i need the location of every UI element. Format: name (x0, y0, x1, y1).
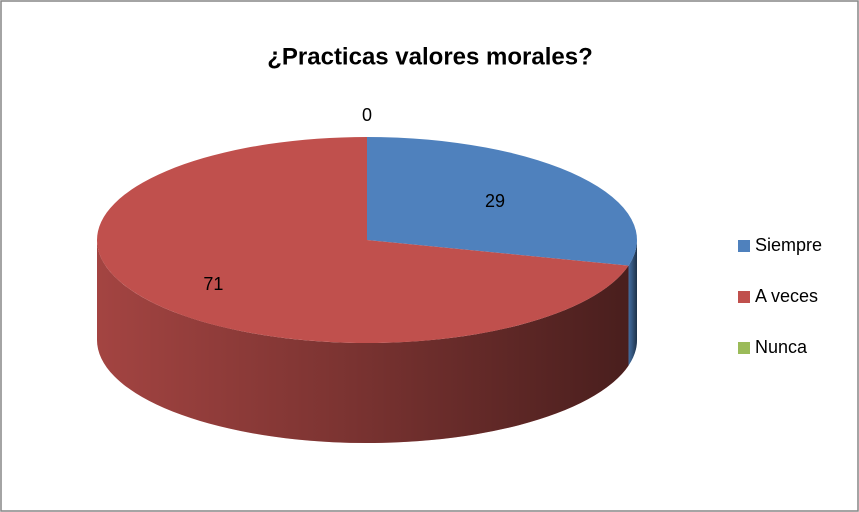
legend-swatch (738, 291, 750, 303)
legend-label: A veces (755, 286, 818, 306)
legend: Siempre A veces Nunca (738, 235, 822, 357)
slice-side-shade (628, 240, 637, 366)
legend-label: Nunca (755, 337, 808, 357)
data-label: 29 (485, 191, 505, 211)
legend-swatch (738, 342, 750, 354)
pie: 29 71 0 (97, 105, 637, 444)
legend-label: Siempre (755, 235, 822, 255)
legend-swatch (738, 240, 750, 252)
slice (97, 137, 629, 343)
slice (367, 137, 637, 266)
slice-side-shade (97, 240, 629, 444)
chart-title: ¿Practicas valores morales? (267, 43, 593, 70)
data-label: 0 (362, 105, 372, 125)
data-label: 71 (203, 274, 223, 294)
